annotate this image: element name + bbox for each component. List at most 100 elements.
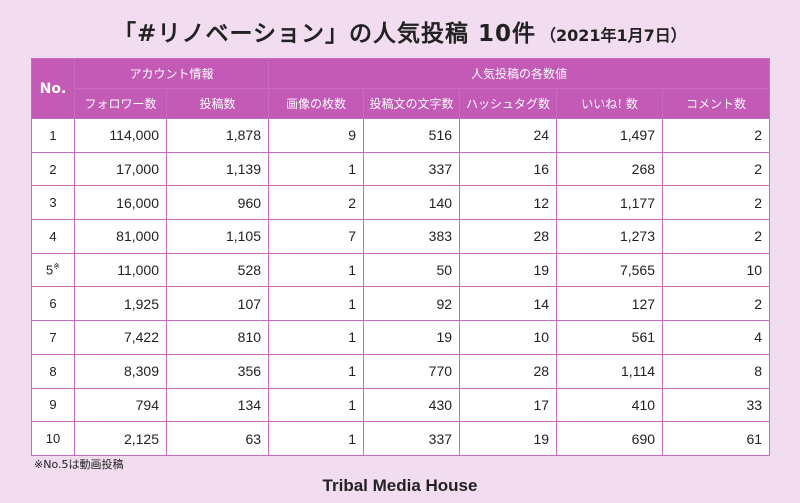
table-cell: 2,125 [74,421,167,456]
table-cell: 16,000 [74,185,167,221]
group-account-header: アカウント情報 [73,58,270,89]
table-cell: 1,273 [556,219,664,254]
table-cell: 17 [459,387,558,423]
table-cell: 8 [662,353,771,389]
table-row: 7 7,422 810 1 19 10 561 4 [31,320,771,355]
table-cell: 61 [662,421,771,456]
table-cell: 430 [363,387,461,423]
table-cell: 1,114 [556,353,664,389]
table-cell: 134 [165,387,270,423]
table-cell: 7,565 [556,252,664,288]
row-number: 1 [31,118,75,153]
table-row: 8 8,309 356 1 770 28 1,114 8 [31,353,771,389]
table-cell: 19 [459,421,558,456]
row-number: 3 [31,185,75,221]
table-cell: 11,000 [74,252,167,288]
table-cell: 50 [363,252,461,288]
table-row: 10 2,125 63 1 337 19 690 61 [31,421,771,456]
table-cell: 140 [363,185,461,221]
table-body: 1 114,000 1,878 9 516 24 1,497 2 2 17,000 1,139 1 33… [31,118,771,456]
table-cell: 690 [556,421,664,456]
table-cell: 1 [268,421,365,456]
table-cell: 10 [662,252,771,288]
row-number: 5※ [31,252,75,288]
table-cell: 92 [363,286,461,322]
table-cell: 28 [459,353,558,389]
row-number: 9 [31,387,75,423]
row-number-value: 9 [49,397,57,413]
table-cell: 7,422 [74,320,167,355]
row-number-value: 3 [49,195,57,211]
table-cell: 7 [268,219,365,254]
table-cell: 4 [662,320,771,355]
table-cell: 1,139 [165,151,270,187]
table-row: 6 1,925 107 1 92 14 127 2 [31,286,771,322]
table-cell: 2 [662,219,771,254]
col-header: コメント数 [662,88,771,119]
table-cell: 1,177 [556,185,664,221]
table-cell: 770 [363,353,461,389]
row-number-value: 2 [49,161,57,177]
table-cell: 1 [268,286,365,322]
row-number: 2 [31,151,75,187]
table-cell: 356 [165,353,270,389]
table-cell: 268 [556,151,664,187]
table-cell: 383 [363,219,461,254]
table-cell: 63 [165,421,270,456]
footnote: ※No.5は動画投稿 [34,458,124,471]
col-header: 画像の枚数 [268,88,365,119]
table-cell: 2 [268,185,365,221]
data-table: No. アカウント情報 人気投稿の各数値 フォロワー数 投稿数 画像の枚数 投稿… [31,58,771,456]
table-cell: 14 [459,286,558,322]
row-number: 6 [31,286,75,322]
title-date: （2021年1月7日） [540,26,687,45]
row-number-value: 10 [45,431,61,447]
table-cell: 8,309 [74,353,167,389]
row-number: 7 [31,320,75,355]
row-number-value: 1 [49,127,57,143]
row-number-value: 4 [49,228,57,244]
table-cell: 1 [268,353,365,389]
table-cell: 960 [165,185,270,221]
table-cell: 107 [165,286,270,322]
col-header: 投稿数 [165,88,270,119]
table-cell: 516 [363,118,461,153]
table-cell: 1,878 [165,118,270,153]
brand-logo-text: Tribal Media House [322,476,478,495]
table-row: 5※ 11,000 528 1 50 19 7,565 10 [31,252,771,288]
table-cell: 28 [459,219,558,254]
col-header: いいね! 数 [556,88,664,119]
row-number: 4 [31,219,75,254]
table-cell: 1 [268,151,365,187]
table-cell: 16 [459,151,558,187]
title-main: 「#リノベーション」の人気投稿 10件 [113,21,536,47]
row-number: 8 [31,353,75,389]
table-cell: 337 [363,421,461,456]
table-cell: 2 [662,151,771,187]
group-post-header: 人気投稿の各数値 [268,58,771,89]
col-no-header: No. [31,58,75,119]
table-cell: 2 [662,185,771,221]
row-number: 10 [31,421,75,456]
table-cell: 1 [268,320,365,355]
row-number-value: 5 [46,262,54,278]
table-row: 1 114,000 1,878 9 516 24 1,497 2 [31,118,771,153]
table-cell: 1,925 [74,286,167,322]
row-note-mark: ※ [53,262,60,272]
table-cell: 1,497 [556,118,664,153]
row-number-value: 6 [49,296,57,312]
table-cell: 2 [662,118,771,153]
table-cell: 9 [268,118,365,153]
table-cell: 19 [459,252,558,288]
row-number-value: 7 [49,329,57,345]
table-cell: 33 [662,387,771,423]
table-row: 3 16,000 960 2 140 12 1,177 2 [31,185,771,221]
table-cell: 17,000 [74,151,167,187]
table-cell: 794 [74,387,167,423]
table-row: 9 794 134 1 430 17 410 33 [31,387,771,423]
table-cell: 19 [363,320,461,355]
table-cell: 10 [459,320,558,355]
table-cell: 24 [459,118,558,153]
table-cell: 1,105 [165,219,270,254]
table-cell: 81,000 [74,219,167,254]
